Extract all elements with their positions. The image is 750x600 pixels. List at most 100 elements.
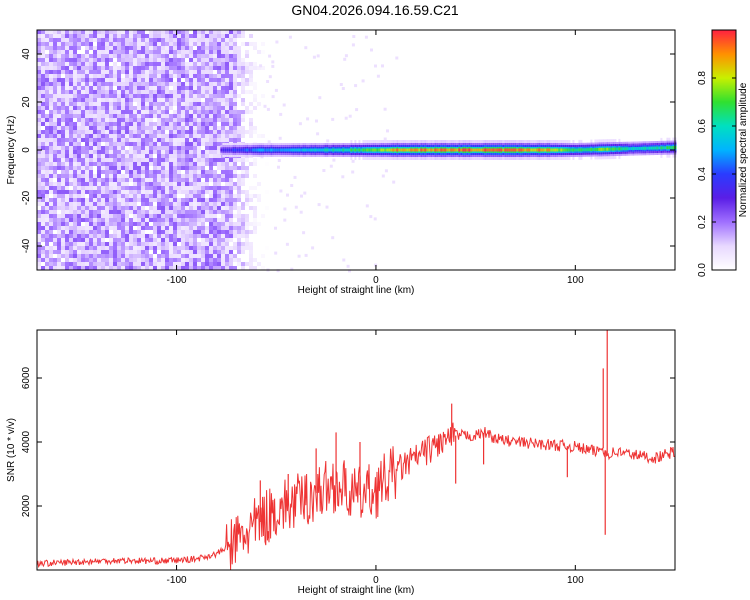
spectrogram-ridge-cell [580,148,583,152]
spectrogram-cell [121,186,125,190]
spectrogram-cell [137,162,141,166]
spectrogram-cell [61,78,65,82]
spectrogram-cell [145,94,149,98]
spectrogram-cell [181,70,185,74]
spectrogram-cell [149,158,153,162]
spectrogram-cell [253,194,257,198]
spectrogram-cell [225,254,229,258]
spectrogram-cell [93,174,97,178]
spectrogram-cell [81,78,85,82]
spectrogram-cell [77,230,81,234]
spectrogram-cell [77,102,81,106]
spectrogram-cell [145,242,149,246]
spectrogram-cell [225,190,229,194]
spectrogram-cell [53,102,57,106]
spectrogram-cell [89,126,93,130]
spectrogram-cell [233,138,237,142]
spectrogram-cell [249,78,253,82]
figure-title: GN04.2026.094.16.59.C21 [291,2,459,18]
spectrogram-ridge-cell [642,146,645,150]
spectrogram-cell [153,190,157,194]
spectrogram-cell [165,70,169,74]
spectrogram-cell [245,194,249,198]
spectrogram-cell [205,198,209,202]
spectrogram-cell [85,226,89,230]
spectrogram-cell [189,78,193,82]
spectrogram-cell [117,46,121,50]
spectrogram-cell [41,138,45,142]
spectrogram-cell [229,206,233,210]
spectrogram-cell [181,230,185,234]
spectrogram-cell [197,30,201,34]
spectrogram-cell [141,198,145,202]
spectrogram-cell [229,110,233,114]
spectrogram-cell [109,70,113,74]
spectrogram-cell [37,246,41,250]
spectrogram-cell [125,30,129,34]
spectrogram-cell [181,162,185,166]
spectrogram-cell [189,114,193,118]
spectrogram-ridge-cell [632,147,635,151]
spectrogram-cell [61,182,65,186]
spectrogram-ridge-cell [326,148,329,152]
spectrogram-cell [85,130,89,134]
spectrogram-cell [73,38,77,42]
spectrogram-cell [229,218,233,222]
spectrogram-cell [169,242,173,246]
spectrogram-cell [169,90,173,94]
spectrogram-cell [221,130,225,134]
spectrogram-cell [53,130,57,134]
spectrogram-cell [165,174,169,178]
spectrogram-cell [37,146,41,150]
spectrogram-cell [229,190,233,194]
spectrogram-cell [93,178,97,182]
spectrogram-cell [225,222,229,226]
spectrogram-cell [177,266,181,270]
spectrogram-cell [241,42,245,46]
spectrogram-ridge-cell [220,148,223,152]
spectrogram-cell [217,114,221,118]
spectrogram-cell [93,222,97,226]
spectrogram-cell [237,218,241,222]
spectrogram-cell [197,154,201,158]
spectrogram-cell [37,194,41,198]
spectrogram-cell [153,98,157,102]
spectrogram-cell [141,94,145,98]
spectrogram-ridge-cell [242,148,245,152]
spectrogram-cell [65,222,69,226]
spectrogram-cell [57,38,61,42]
spectrogram-cell [129,202,133,206]
spectrogram-cell [61,226,65,230]
spectrogram-cell [97,174,101,178]
spectrogram-ridge-cell [504,148,507,152]
spectrogram-cell [105,242,109,246]
spectrogram-cell [49,58,53,62]
spectrogram-cell [177,238,181,242]
spectrogram-cell [237,166,241,170]
spectrogram-cell [49,42,53,46]
spectrogram-cell [233,230,237,234]
spectrogram-cell [73,182,77,186]
spectrogram-cell [97,102,101,106]
spectrogram-cell [253,218,257,222]
spectrogram-cell [209,162,213,166]
spectrogram-cell [65,186,69,190]
spectrogram-cell [157,214,161,218]
spectrogram-cell [141,222,145,226]
spectrogram-cell [161,258,165,262]
spectrogram-cell [53,250,57,254]
spectrogram-cell [225,266,229,270]
spectrogram-cell [169,182,173,186]
spectrogram-cell [193,86,197,90]
spectrogram-cell [173,150,177,154]
spectrogram-ridge-cell [446,148,449,152]
spectrogram-cell [53,238,57,242]
spectrogram-cell [65,58,69,62]
spectrogram-ridge-cell [356,148,359,152]
spectrogram-cell [101,222,105,226]
spectrogram-cell [101,226,105,230]
spectrogram-cell [121,70,125,74]
spectrogram-cell [189,250,193,254]
spectrogram-cell [45,42,49,46]
spectrogram-cell [189,158,193,162]
